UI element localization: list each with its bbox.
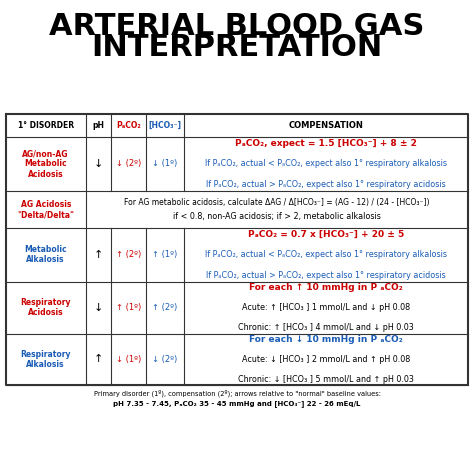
Text: INTERPRETATION: INTERPRETATION <box>91 33 383 62</box>
Text: If PₐCO₂, actual > PₐCO₂, expect also 1° respiratory acidosis: If PₐCO₂, actual > PₐCO₂, expect also 1°… <box>206 271 446 280</box>
Text: ↑: ↑ <box>94 250 103 260</box>
Text: AG/non-AG
Metabolic
Acidosis: AG/non-AG Metabolic Acidosis <box>22 149 69 179</box>
Text: pH: pH <box>92 121 104 130</box>
Text: ↓ (1º): ↓ (1º) <box>152 159 177 168</box>
Text: ↑ (2º): ↑ (2º) <box>116 250 141 259</box>
Text: If PₐCO₂, actual < PₐCO₂, expect also 1° respiratory alkalosis: If PₐCO₂, actual < PₐCO₂, expect also 1°… <box>205 159 447 168</box>
Text: Respiratory
Acidosis: Respiratory Acidosis <box>20 298 71 317</box>
Text: ↓ (1º): ↓ (1º) <box>116 355 141 364</box>
Text: For each ↑ 10 mmHg in P ₐCO₂: For each ↑ 10 mmHg in P ₐCO₂ <box>249 283 403 292</box>
Text: PₐCO₂: PₐCO₂ <box>116 121 141 130</box>
Text: If PₐCO₂, actual > PₐCO₂, expect also 1° respiratory acidosis: If PₐCO₂, actual > PₐCO₂, expect also 1°… <box>206 180 446 189</box>
Text: COMPENSATION: COMPENSATION <box>289 121 364 130</box>
Text: PₐCO₂ = 0.7 x [HCO₃⁻] + 20 ± 5: PₐCO₂ = 0.7 x [HCO₃⁻] + 20 ± 5 <box>248 230 404 239</box>
Text: Respiratory
Alkalosis: Respiratory Alkalosis <box>20 350 71 369</box>
Text: pH 7.35 - 7.45, PₐCO₂ 35 - 45 mmHg and [HCO₃⁻] 22 - 26 mEq/L: pH 7.35 - 7.45, PₐCO₂ 35 - 45 mmHg and [… <box>113 400 361 407</box>
Text: ↓: ↓ <box>94 302 103 313</box>
Text: ↑: ↑ <box>94 355 103 365</box>
Text: Metabolic
Alkalosis: Metabolic Alkalosis <box>24 245 67 264</box>
Text: Chronic: ↑ [HCO₃ ] 4 mmol/L and ↓ pH 0.03: Chronic: ↑ [HCO₃ ] 4 mmol/L and ↓ pH 0.0… <box>238 323 414 332</box>
Text: ↑ (1º): ↑ (1º) <box>152 250 177 259</box>
Text: ↑ (2º): ↑ (2º) <box>152 303 177 312</box>
Text: If PₐCO₂, actual < PₐCO₂, expect also 1° respiratory alkalosis: If PₐCO₂, actual < PₐCO₂, expect also 1°… <box>205 250 447 259</box>
Text: [HCO₃⁻]: [HCO₃⁻] <box>148 121 182 130</box>
Text: For AG metabolic acidosis, calculate ΔAG / Δ[HCO₃⁻] = (AG - 12) / (24 - [HCO₃⁻]): For AG metabolic acidosis, calculate ΔAG… <box>124 198 430 207</box>
Text: ↓ (2º): ↓ (2º) <box>152 355 177 364</box>
Text: Chronic: ↓ [HCO₃ ] 5 mmol/L and ↑ pH 0.03: Chronic: ↓ [HCO₃ ] 5 mmol/L and ↑ pH 0.0… <box>238 374 414 383</box>
Text: ↓ (2º): ↓ (2º) <box>116 159 141 168</box>
Text: ↓: ↓ <box>94 159 103 169</box>
Text: if < 0.8, non-AG acidosis; if > 2, metabolic alkalosis: if < 0.8, non-AG acidosis; if > 2, metab… <box>173 212 381 221</box>
Text: AG Acidosis
"Delta/Delta": AG Acidosis "Delta/Delta" <box>17 200 74 219</box>
Text: Primary disorder (1º), compensation (2º); arrows relative to "normal" baseline v: Primary disorder (1º), compensation (2º)… <box>93 390 381 398</box>
Text: Acute: ↑ [HCO₃ ] 1 mmol/L and ↓ pH 0.08: Acute: ↑ [HCO₃ ] 1 mmol/L and ↓ pH 0.08 <box>242 303 410 312</box>
Text: For each ↓ 10 mmHg in P ₐCO₂: For each ↓ 10 mmHg in P ₐCO₂ <box>249 335 403 344</box>
Text: PₐCO₂, expect = 1.5 [HCO₃⁻] + 8 ± 2: PₐCO₂, expect = 1.5 [HCO₃⁻] + 8 ± 2 <box>235 139 417 148</box>
Text: 1° DISORDER: 1° DISORDER <box>18 121 74 130</box>
Text: ↑ (1º): ↑ (1º) <box>116 303 141 312</box>
Text: Acute: ↓ [HCO₃ ] 2 mmol/L and ↑ pH 0.08: Acute: ↓ [HCO₃ ] 2 mmol/L and ↑ pH 0.08 <box>242 355 410 364</box>
Text: ARTERIAL BLOOD GAS: ARTERIAL BLOOD GAS <box>49 12 425 41</box>
